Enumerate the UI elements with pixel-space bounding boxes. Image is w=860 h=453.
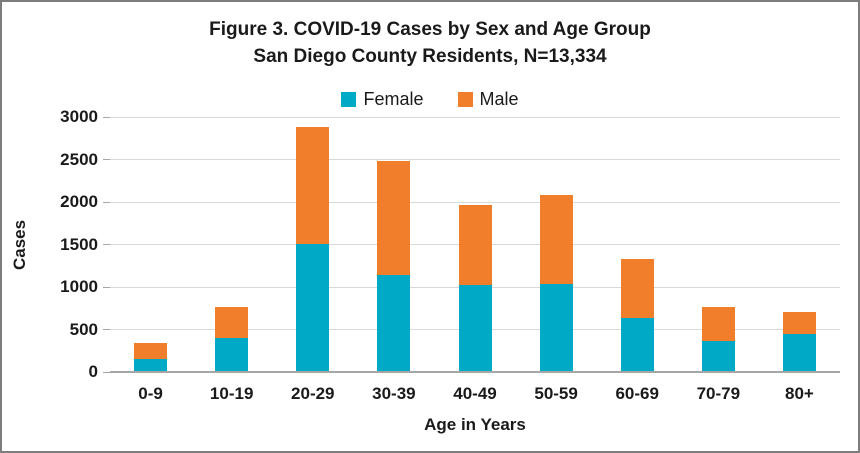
- y-axis-tick-labels: 0 500 1000 1500 2000 2500 3000: [2, 107, 98, 381]
- bar-segment-male-80+: [782, 312, 816, 335]
- bar-segment-male-10-19: [215, 306, 249, 338]
- bar-segment-female-10-19: [215, 338, 249, 372]
- bar-segment-male-40-49: [458, 205, 492, 286]
- legend-item-female: Female: [341, 88, 424, 110]
- y-axis-tick: [103, 201, 110, 203]
- y-tick-label: 2000: [60, 192, 98, 211]
- x-tick-label: 50-59: [534, 384, 578, 403]
- y-axis-tick: [103, 329, 110, 330]
- y-axis-tick: [103, 116, 110, 118]
- bar-segment-female-50-59: [539, 283, 573, 372]
- x-tick-label: 40-49: [453, 384, 497, 403]
- x-axis-line: [110, 371, 840, 373]
- gridline: [110, 159, 840, 160]
- bar-segment-female-60-69: [620, 317, 654, 372]
- bar-segment-male-20-29: [296, 127, 330, 244]
- bar-segment-female-70-79: [701, 340, 735, 372]
- legend-label-female: Female: [363, 89, 424, 109]
- y-axis-tick: [103, 371, 110, 373]
- y-tick-label: 500: [69, 319, 98, 339]
- bar-segment-female-0-9: [134, 358, 168, 372]
- x-tick-label: 70-79: [696, 384, 741, 403]
- legend-swatch-female-icon: [341, 91, 357, 107]
- y-axis-tick: [103, 159, 110, 160]
- bar-segment-male-70-79: [701, 307, 735, 341]
- y-tick-label: 1500: [60, 234, 98, 254]
- gridline: [110, 201, 840, 203]
- bar-segment-female-80+: [782, 334, 816, 372]
- bar-segment-male-50-59: [539, 195, 573, 284]
- chart-title: Figure 3. COVID-19 Cases by Sex and Age …: [209, 19, 651, 40]
- bar-segment-female-20-29: [296, 243, 330, 372]
- x-tick-label: 10-19: [209, 384, 254, 403]
- gridline: [110, 116, 840, 118]
- bar-segment-female-30-39: [377, 274, 411, 372]
- chart-subtitle: San Diego County Residents, N=13,334: [253, 46, 607, 67]
- x-tick-label: 20-29: [291, 384, 335, 403]
- x-tick-label: 80+: [785, 384, 814, 403]
- y-tick-label: 2500: [60, 149, 98, 169]
- x-axis-title: Age in Years: [424, 415, 526, 434]
- y-tick-label: 3000: [60, 107, 98, 126]
- legend-item-male: Male: [457, 88, 519, 110]
- legend-label-male: Male: [479, 89, 519, 109]
- y-axis-tick: [103, 286, 110, 288]
- x-tick-label: 30-39: [372, 384, 416, 403]
- y-axis-tick: [103, 244, 110, 245]
- chart-legend: Female Male: [2, 88, 858, 110]
- x-axis-tick-labels: 0-9 10-19 20-29 30-39 40-49 50-59 60-69 70-79 80…: [110, 383, 840, 407]
- plot-area: [103, 116, 840, 373]
- x-tick-label: 60-69: [615, 384, 659, 403]
- bar-segment-male-30-39: [377, 161, 411, 275]
- y-tick-label: 1000: [60, 277, 98, 296]
- bar-segment-female-40-49: [458, 285, 492, 372]
- legend-swatch-male-icon: [457, 91, 473, 107]
- x-tick-label: 0-9: [138, 384, 163, 403]
- y-tick-label: 0: [88, 362, 98, 381]
- bar-segment-male-60-69: [620, 258, 654, 318]
- bar-segment-male-0-9: [134, 343, 168, 359]
